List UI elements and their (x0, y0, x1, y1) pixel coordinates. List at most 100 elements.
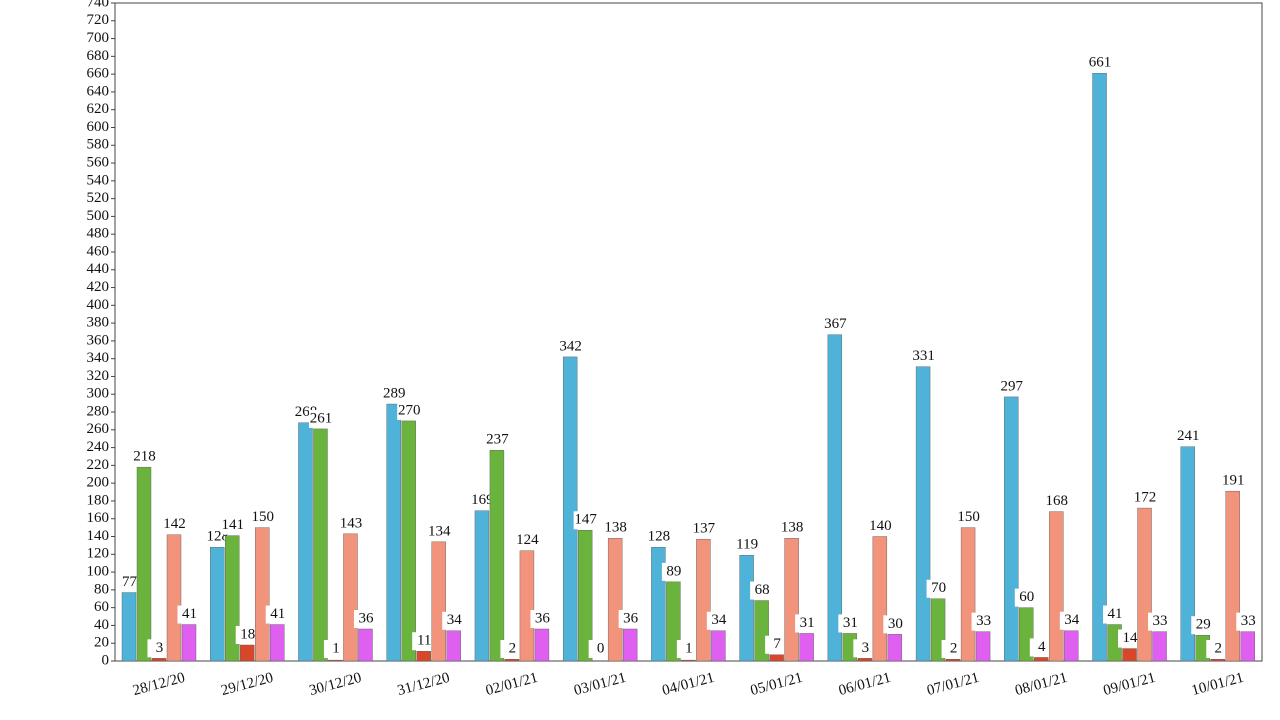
bar (298, 422, 313, 662)
bar (739, 554, 754, 662)
x-tick-label: 30/12/20 (308, 670, 364, 699)
value-label: 1 (685, 640, 693, 656)
value-label-bg (515, 531, 540, 550)
value-label: 297 (1001, 378, 1024, 394)
y-tick-label: 220 (87, 457, 110, 473)
value-label: 2 (950, 640, 958, 656)
x-tick-label: 07/01/21 (925, 670, 981, 699)
value-label-bg (780, 519, 805, 538)
y-tick-label: 200 (87, 475, 110, 491)
value-label-bg (117, 573, 142, 592)
value-label-bg (530, 609, 555, 628)
x-tick-label: 28/12/20 (131, 670, 187, 699)
y-tick-label: 0 (102, 652, 110, 668)
x-tick-label: 04/01/21 (661, 670, 717, 699)
value-label-bg (735, 536, 760, 555)
value-label-bg (485, 431, 510, 450)
value-label-bg (442, 611, 467, 630)
value-label-bg (1148, 612, 1173, 631)
value-label-bg (926, 579, 951, 598)
value-label: 89 (666, 563, 681, 579)
bar (416, 651, 431, 662)
value-label-bg (235, 625, 260, 644)
value-label-bg (323, 640, 348, 658)
value-label-bg (1044, 492, 1069, 511)
y-tick-label: 440 (87, 261, 110, 277)
x-tick-label: 06/01/21 (837, 670, 893, 699)
value-label: 41 (1108, 606, 1123, 622)
y-tick-label: 400 (87, 297, 110, 313)
bar (431, 541, 446, 662)
value-label-bg (1133, 489, 1158, 508)
bar (1210, 659, 1225, 662)
bar (358, 628, 373, 662)
value-label: 33 (1153, 613, 1168, 629)
y-tick-label: 720 (87, 12, 110, 28)
y-tick-label: 180 (87, 492, 110, 508)
bar (711, 630, 726, 662)
value-label: 138 (604, 520, 627, 536)
value-label: 1 (332, 640, 340, 656)
value-label: 30 (888, 616, 903, 632)
bar (769, 654, 784, 662)
bar (386, 403, 401, 662)
value-label: 143 (340, 515, 363, 531)
value-label-bg (1059, 611, 1084, 630)
value-label-bg (706, 611, 731, 630)
bar (607, 538, 623, 662)
x-tick-label: 02/01/21 (484, 670, 540, 699)
value-label-bg (147, 639, 172, 658)
value-label-bg (956, 508, 981, 527)
value-label-bg (838, 614, 863, 633)
y-tick-label: 480 (87, 226, 110, 242)
y-tick-label: 260 (87, 421, 110, 437)
bar (534, 628, 550, 662)
value-label-bg (470, 491, 495, 510)
bar (489, 450, 505, 662)
value-label-bg (823, 315, 848, 334)
value-label: 270 (398, 402, 421, 418)
value-label: 14 (1123, 630, 1139, 646)
bar (166, 534, 182, 662)
bar (960, 527, 976, 662)
bar (562, 356, 578, 662)
value-label-bg (1206, 640, 1231, 658)
bar (1034, 657, 1049, 662)
bar (1137, 507, 1152, 662)
value-label: 77 (122, 574, 138, 590)
bar (1049, 511, 1064, 662)
value-label-bg (1221, 472, 1246, 491)
x-tick-label: 08/01/21 (1013, 670, 1069, 699)
value-label-bg (1029, 638, 1054, 657)
y-tick-label: 100 (87, 564, 110, 580)
bar (872, 536, 888, 662)
value-label: 289 (383, 385, 406, 401)
bar (915, 366, 931, 662)
value-label: 41 (270, 606, 285, 622)
bar (519, 550, 535, 662)
value-label-bg (1176, 427, 1201, 446)
value-label: 3 (862, 640, 870, 656)
value-label-bg (1118, 629, 1143, 648)
bar (577, 530, 593, 662)
value-label-bg (588, 640, 613, 658)
y-tick-label: 320 (87, 368, 110, 384)
value-label: 141 (221, 517, 244, 533)
bar (1064, 630, 1079, 662)
value-label-bg (868, 517, 893, 536)
y-tick-label: 580 (87, 137, 110, 153)
value-label: 36 (623, 610, 639, 626)
value-label-bg (308, 409, 333, 428)
y-tick-label: 240 (87, 439, 110, 455)
value-label: 218 (133, 449, 156, 465)
value-label-bg (177, 605, 202, 624)
value-label: 261 (310, 410, 333, 426)
value-label-bg (500, 640, 525, 658)
y-tick-label: 620 (87, 101, 110, 117)
value-label-bg (558, 337, 583, 356)
bar (401, 420, 416, 662)
bar (181, 624, 197, 662)
value-label-bg (412, 632, 437, 651)
value-label: 237 (486, 432, 509, 448)
